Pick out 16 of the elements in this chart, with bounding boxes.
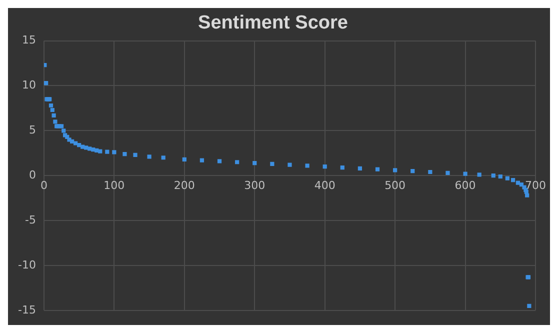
y-tick-label: 0 [28,168,36,182]
y-tick-label: -5 [25,213,36,226]
y-tick-label: 10 [22,78,36,92]
x-tick-label: 500 [384,179,406,192]
y-tick-label: 5 [28,124,36,137]
chart-title: Sentiment Score [198,12,348,34]
x-tick-label: 0 [40,179,48,192]
x-tick-label: 200 [174,179,195,192]
x-tick-label: 700 [525,179,546,192]
y-tick-label: -15 [18,303,36,316]
x-tick-label: 100 [104,179,125,192]
y-tick-label: 15 [22,34,36,47]
y-tick-label: -10 [18,258,36,272]
x-tick-label: 600 [454,179,476,192]
x-tick-label: 300 [244,179,266,192]
x-tick-label: 400 [314,179,336,192]
